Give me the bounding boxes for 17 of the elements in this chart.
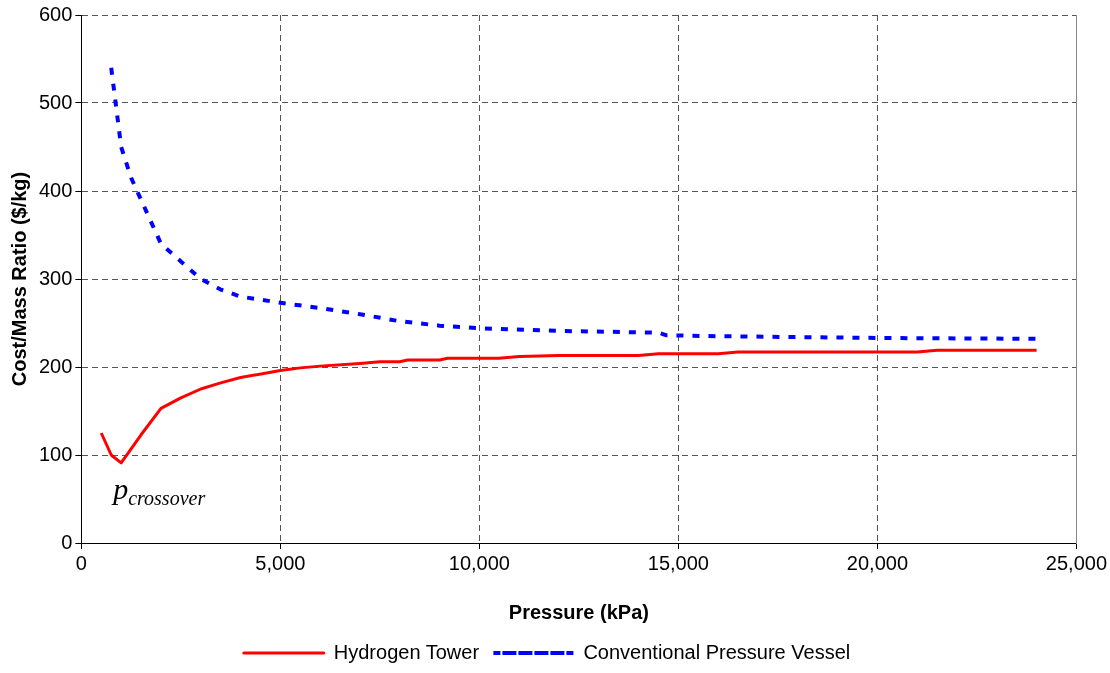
- y-tick-label: 600: [38, 2, 73, 25]
- x-tick-label: 15,000: [647, 551, 709, 574]
- legend-label: Hydrogen Tower: [333, 640, 480, 663]
- x-tick-label: 10,000: [448, 551, 510, 574]
- x-tick-label: 0: [75, 551, 87, 574]
- y-tick-label: 400: [38, 178, 73, 201]
- y-tick-label: 500: [38, 90, 73, 113]
- y-axis-title: Cost/Mass Ratio ($/kg): [7, 171, 30, 387]
- y-tick-label: 100: [38, 442, 73, 465]
- y-tick-label: 300: [38, 266, 73, 289]
- legend-label: Conventional Pressure Vessel: [583, 640, 851, 663]
- x-tick-label: 20,000: [846, 551, 908, 574]
- x-tick-label: 25,000: [1045, 551, 1107, 574]
- y-tick-label: 200: [38, 354, 73, 377]
- x-axis-title: Pressure (kPa): [508, 600, 649, 623]
- x-tick-label: 5,000: [255, 551, 306, 574]
- y-tick-label: 0: [61, 530, 73, 553]
